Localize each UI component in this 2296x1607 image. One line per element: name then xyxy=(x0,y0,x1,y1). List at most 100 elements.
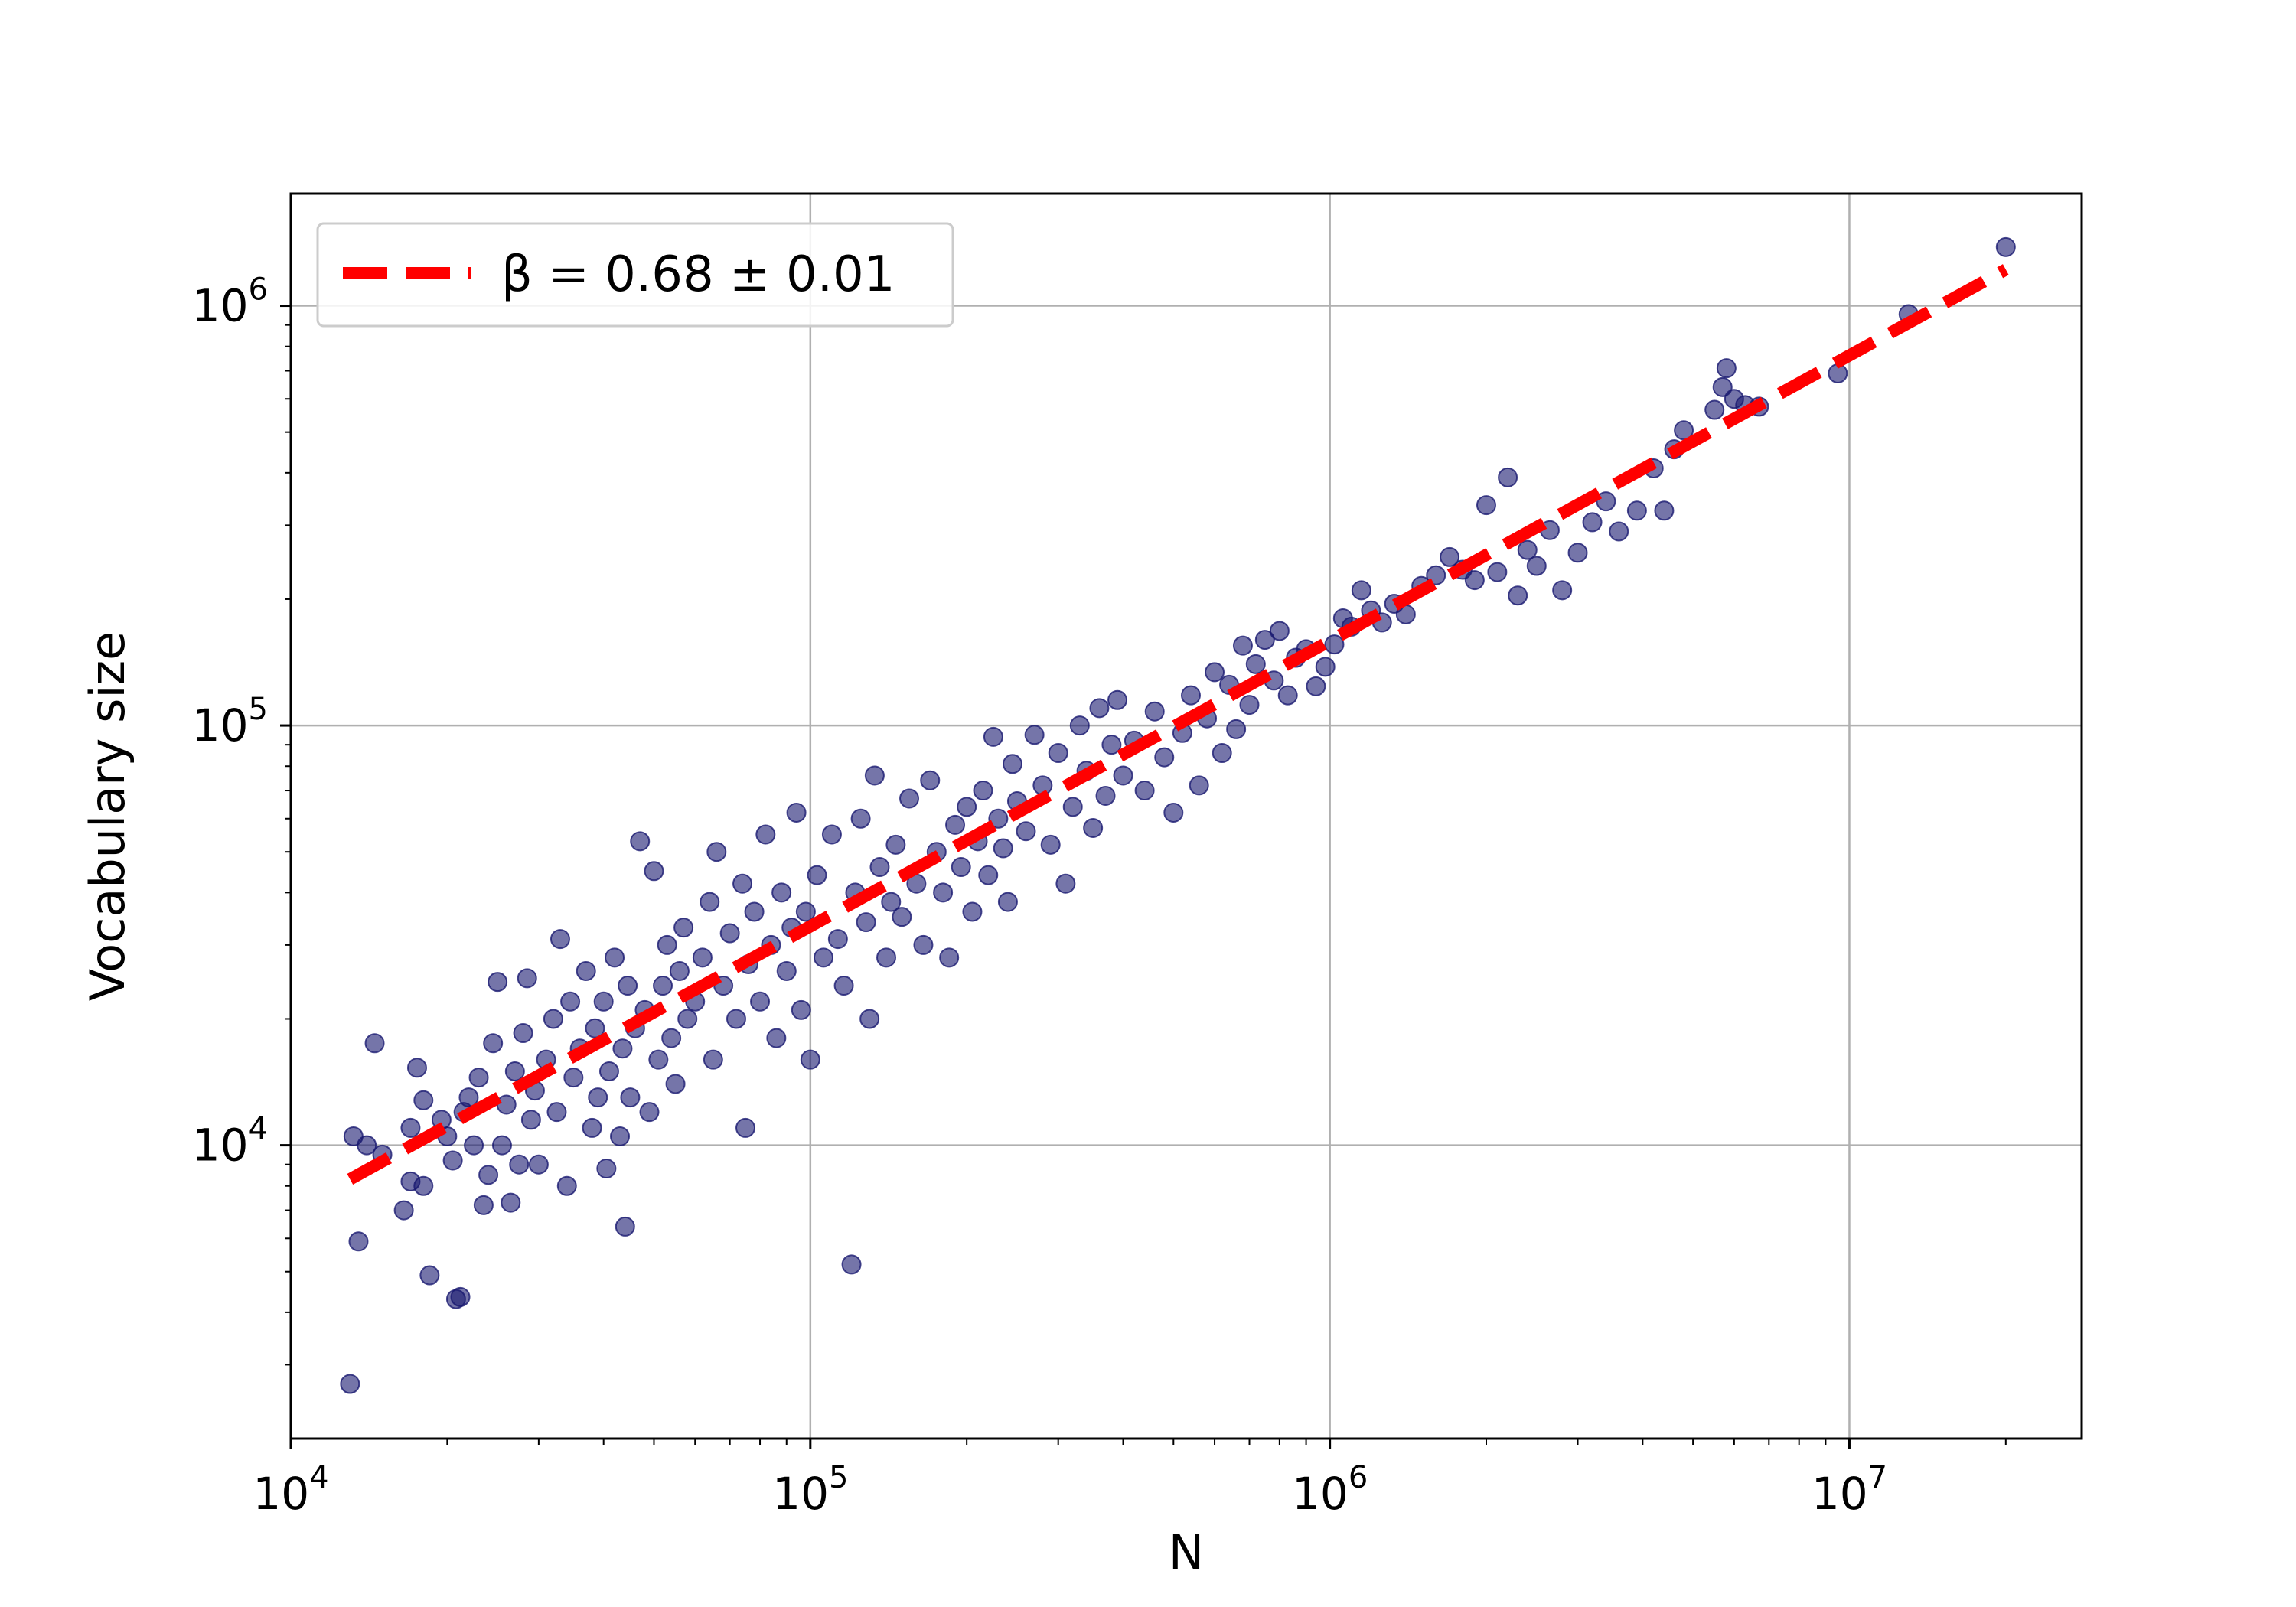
scatter-point xyxy=(588,1087,608,1108)
scatter-point xyxy=(612,1038,633,1059)
scatter-point xyxy=(673,918,694,938)
scatter-point xyxy=(653,976,673,996)
scatter-point xyxy=(1226,719,1247,739)
scatter-point xyxy=(1464,570,1485,591)
scatter-point xyxy=(563,1068,584,1088)
scatter-point xyxy=(951,857,971,878)
scatter-point xyxy=(483,1033,504,1054)
scatter-point xyxy=(706,842,727,862)
scatter-point xyxy=(593,991,614,1012)
scatter-point xyxy=(478,1165,499,1185)
scatter-point xyxy=(766,1028,787,1048)
scatter-point xyxy=(1189,775,1209,796)
scatter-point xyxy=(945,814,966,835)
scatter-point xyxy=(644,861,664,882)
scatter-point xyxy=(786,802,807,823)
scatter-point xyxy=(488,972,508,993)
scatter-point xyxy=(598,1061,619,1082)
scatter-point xyxy=(892,907,912,927)
scatter-point xyxy=(1526,556,1547,576)
scatter-point xyxy=(1101,735,1122,755)
scatter-point xyxy=(1040,834,1061,855)
scatter-point xyxy=(610,1126,631,1146)
data-points xyxy=(340,236,2016,1394)
scatter-point xyxy=(899,788,920,809)
scatter-point xyxy=(795,901,816,922)
scatter-point xyxy=(665,1074,686,1094)
scatter-point xyxy=(550,929,570,950)
scatter-point xyxy=(957,797,977,817)
scatter-point xyxy=(1055,873,1076,894)
scatter-point xyxy=(1712,376,1733,397)
scatter-point xyxy=(1508,585,1528,606)
scatter-point xyxy=(1089,698,1110,719)
scatter-point xyxy=(1552,580,1573,601)
x-tick-label: 104 xyxy=(253,1460,328,1520)
scatter-point xyxy=(1315,657,1336,677)
scatter-point xyxy=(755,824,776,845)
y-tick-label: 104 xyxy=(192,1112,268,1172)
scatter-point xyxy=(1582,512,1603,533)
scatter-point xyxy=(556,1175,577,1196)
scatter-point xyxy=(1144,701,1165,722)
scatter-point xyxy=(615,1216,635,1237)
scatter-point xyxy=(340,1374,360,1394)
scatter-point xyxy=(364,1033,385,1054)
scatter-point xyxy=(677,1009,698,1029)
scatter-point xyxy=(630,831,651,852)
scatter-point xyxy=(1498,467,1518,487)
scatter-point xyxy=(543,1009,563,1029)
scatter-point xyxy=(669,960,690,981)
scatter-point xyxy=(735,1117,756,1138)
scatter-point xyxy=(560,991,581,1012)
scatter-point xyxy=(1704,399,1725,420)
scatter-point xyxy=(1306,676,1326,696)
scatter-point xyxy=(458,1087,479,1108)
scatter-point xyxy=(1134,781,1155,801)
scatter-point xyxy=(1069,715,1090,736)
scatter-point xyxy=(596,1159,617,1179)
scatter-point xyxy=(1239,695,1260,715)
scatter-point xyxy=(618,976,638,996)
plot-area-frame xyxy=(289,192,2083,1440)
scatter-point xyxy=(692,947,713,968)
y-tick-label: 105 xyxy=(192,692,268,751)
scatter-point xyxy=(1205,662,1225,683)
legend: β = 0.68 ± 0.01 xyxy=(316,222,954,328)
scatter-point xyxy=(464,1135,484,1156)
scatter-point xyxy=(776,960,797,981)
scatter-point xyxy=(1626,500,1647,521)
scatter-point xyxy=(885,834,906,855)
scatter-point xyxy=(1440,546,1460,567)
scatter-point xyxy=(1995,236,2016,257)
scatter-point xyxy=(661,1028,682,1048)
legend-fit-label: β = 0.68 ± 0.01 xyxy=(501,246,895,303)
scatter-point xyxy=(1567,543,1588,563)
scatter-point xyxy=(1254,630,1275,650)
scatter-point xyxy=(442,1150,463,1171)
scatter-point xyxy=(1232,635,1253,656)
y-axis-ticks: 104 105 106 xyxy=(192,272,291,1366)
x-tick-label: 105 xyxy=(772,1460,848,1520)
scatter-point xyxy=(869,857,890,878)
scatter-point xyxy=(1487,562,1508,582)
scatter-point xyxy=(393,1200,414,1221)
scatter-point xyxy=(973,781,993,801)
scatter-point xyxy=(850,808,871,829)
scatter-point xyxy=(520,1110,541,1130)
scatter-point xyxy=(1024,725,1045,745)
scatter-point xyxy=(648,1049,669,1070)
scatter-point xyxy=(864,765,885,786)
scatter-point xyxy=(978,865,999,885)
scatter-point xyxy=(997,892,1018,912)
scatter-point xyxy=(962,901,983,922)
scatter-point xyxy=(348,1231,369,1252)
scatter-point xyxy=(406,1058,427,1078)
scatter-point xyxy=(800,1049,820,1070)
scatter-point xyxy=(528,1154,549,1175)
scatter-point xyxy=(791,999,811,1020)
scatter-point xyxy=(1180,685,1201,706)
scatter-point xyxy=(827,929,848,950)
scatter-point xyxy=(1095,785,1116,806)
